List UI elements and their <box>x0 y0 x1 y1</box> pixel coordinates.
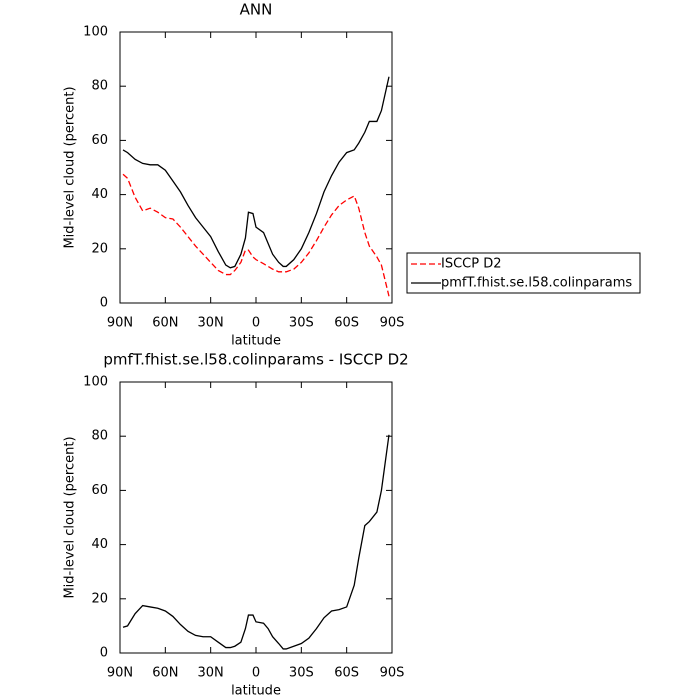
plot-frame <box>119 381 393 654</box>
series-line <box>122 76 390 269</box>
y-tick-label: 60 <box>91 133 108 148</box>
x-tick-label: 60N <box>152 666 178 681</box>
y-tick-label: 100 <box>83 25 108 40</box>
x-axis-label: latitude <box>231 334 281 349</box>
y-tick-label: 40 <box>91 537 108 552</box>
y-tick-label: 40 <box>91 187 108 202</box>
y-tick-label: 100 <box>83 375 108 390</box>
y-tick-label: 60 <box>91 483 108 498</box>
x-tick-label: 30N <box>198 666 224 681</box>
x-tick-label: 30S <box>289 316 314 331</box>
y-tick-label: 80 <box>91 429 108 444</box>
chart-title: ANN <box>240 1 273 19</box>
y-axis-label: Mid-level cloud (percent) <box>63 86 78 248</box>
x-tick-label: 30N <box>198 316 224 331</box>
legend: ISCCP D2 pmfT.fhist.se.l58.colinparams <box>406 252 641 294</box>
x-tick-label: 30S <box>289 666 314 681</box>
legend-box <box>406 252 641 294</box>
x-tick-label: 90S <box>380 666 405 681</box>
x-tick-label: 0 <box>252 666 260 681</box>
x-tick-label: 60S <box>334 666 359 681</box>
legend-label: ISCCP D2 <box>441 257 502 272</box>
x-tick-label: 90N <box>107 316 133 331</box>
y-tick-label: 20 <box>91 591 108 606</box>
y-tick-label: 0 <box>100 646 108 661</box>
legend-label: pmfT.fhist.se.l58.colinparams <box>441 276 632 291</box>
x-tick-label: 0 <box>252 316 260 331</box>
chart-title: pmfT.fhist.se.l58.colinparams - ISCCP D2 <box>103 351 408 369</box>
x-tick-label: 90N <box>107 666 133 681</box>
x-tick-label: 60S <box>334 316 359 331</box>
series-line <box>122 173 390 297</box>
y-tick-label: 0 <box>100 296 108 311</box>
y-axis-label: Mid-level cloud (percent) <box>63 436 78 598</box>
x-axis-label: latitude <box>231 684 281 699</box>
series-line <box>122 434 390 650</box>
x-tick-label: 60N <box>152 316 178 331</box>
y-tick-label: 20 <box>91 241 108 256</box>
y-tick-label: 80 <box>91 79 108 94</box>
x-tick-label: 90S <box>380 316 405 331</box>
